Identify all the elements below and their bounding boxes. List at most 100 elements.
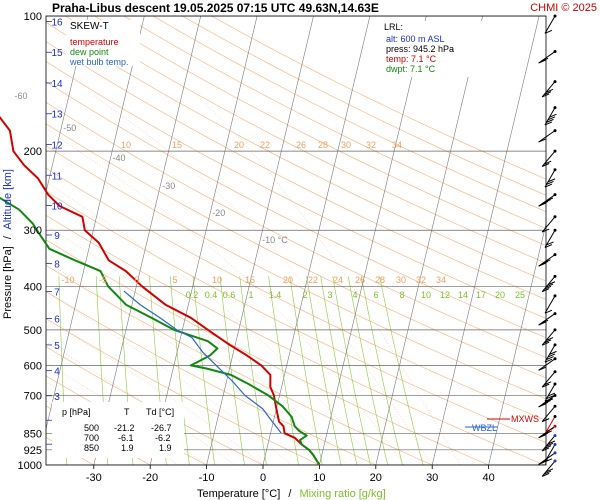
wind-barb-dot [553,382,557,386]
wind-barb-feather [541,472,550,477]
table-cell: 700 [84,433,99,443]
y-axis-separator: / [2,235,14,239]
isotherm [319,16,427,465]
x-tick-label: -20 [142,472,158,484]
wind-barb [541,80,557,98]
wind-barb-feather [547,281,556,286]
wind-barb-shaft [538,130,556,143]
wind-barb-feather [541,341,550,346]
wbzl-label: WBZL [472,423,497,433]
altitude-tick-label: 15 [51,48,63,59]
mixing-ratio-line [332,276,371,465]
wind-barb-feather [547,440,556,445]
wind-barb-feather [543,199,551,204]
wind-barb-shaft [541,405,556,422]
wind-barb-dot [553,370,557,374]
wind-barb-dot [553,149,557,153]
mixing-ratio-line [379,276,424,465]
wind-barb-dot [553,328,557,332]
credit: CHMI © 2025 [530,2,597,14]
x-tick-label: 30 [426,472,438,484]
pressure-tick-label: 500 [24,325,42,337]
wind-barb-feather [538,460,546,465]
wind-barb-feather [538,403,546,408]
mixing-ratio-label: 8 [399,290,404,300]
chart-title: Praha-Libus descent 19.05.2025 07:15 UTC… [52,1,379,15]
mixing-ratio-label: 0.2 [186,290,199,300]
wind-barb [544,106,557,126]
mixing-ratio-label: 1 [248,290,253,300]
wind-barb-feather [540,459,549,464]
isotherm [93,16,201,465]
adiabat-label: 30 [341,140,351,150]
wind-barb [538,253,557,267]
wind-barb-feather [545,398,554,403]
altitude-tick-label: 10 [51,202,63,213]
adiabat-label: 28 [318,140,328,150]
wind-barb-dot [553,215,557,219]
moist-adiabat [46,260,320,465]
mixing-ratio-label: 25 [515,290,525,300]
table-header-td: Td [°C] [146,407,174,417]
moist-adiabat [46,341,235,465]
table-cell: 850 [84,443,99,453]
wind-barb-shaft [538,51,556,64]
isotherm [375,16,483,465]
mixing-ratio-line [268,276,299,465]
dry-adiabat [46,123,546,379]
adiabat-label: 26 [355,275,365,285]
wind-barb-dot [553,129,557,133]
wind-barb-feather [538,321,546,326]
wind-barb [538,312,557,326]
y-axis-title: Pressure [hPa] / Altitude [km] [2,169,14,319]
wind-barb [541,459,557,477]
moist-adiabat [46,224,348,465]
wind-barb [541,328,557,346]
isotherm-label: -30 [162,181,175,191]
chart-text: -80-70-60-50-40-30-20-10 °C1015202226283… [14,11,525,484]
altitude-tick-label: 12 [51,140,63,151]
wind-barb-feather [543,160,552,165]
wind-barb-dot [553,294,557,298]
wind-barb-feather [544,458,553,463]
mixing-ratio-line [169,276,190,465]
mixing-ratio-label: 10 [421,290,431,300]
wind-barb-feather [544,121,553,126]
wind-barb-feather [543,339,552,344]
altitude-tick-label: 14 [51,79,63,90]
wind-barb [544,415,557,435]
mixing-ratio-line [306,276,342,465]
mixing-ratio-line [347,276,388,465]
mixing-ratio-label: 1.4 [269,290,282,300]
dry-adiabat [46,145,546,400]
isotherm-label: -60 [14,91,27,101]
wind-barb-feather [544,358,553,363]
mixing-ratio-label: 20 [495,290,505,300]
wind-barb-dot [553,343,557,347]
dry-adiabat [46,191,546,443]
table-cell: -6.2 [155,433,171,443]
x-tick-label: 40 [482,472,494,484]
adiabat-label: 20 [234,140,244,150]
series-line-dew-point [0,196,321,466]
adiabat-label: 34 [436,275,446,285]
wind-barb [541,404,557,423]
wind-barb-feather [540,200,549,205]
mixing-ratio-label: 3 [327,290,332,300]
wind-barb-dot [553,312,557,316]
isotherm-label: -40 [112,153,125,163]
lrl-box [382,21,485,77]
wind-barb-dot [553,424,557,428]
altitude-tick-label: 5 [54,341,60,352]
altitude-tick-label: 16 [51,17,63,28]
wind-barb-dot [553,393,557,397]
wind-barb [544,228,557,249]
pressure-tick-label: 1000 [18,460,42,472]
altitude-tick-label: 6 [54,315,60,326]
isotherm [431,16,540,465]
wind-barb-feather [540,401,549,406]
adiabat-label: 10 [212,275,222,285]
legend-wet-bulb: wet bulb temp. [69,57,129,67]
wind-barb-shaft [544,15,556,34]
